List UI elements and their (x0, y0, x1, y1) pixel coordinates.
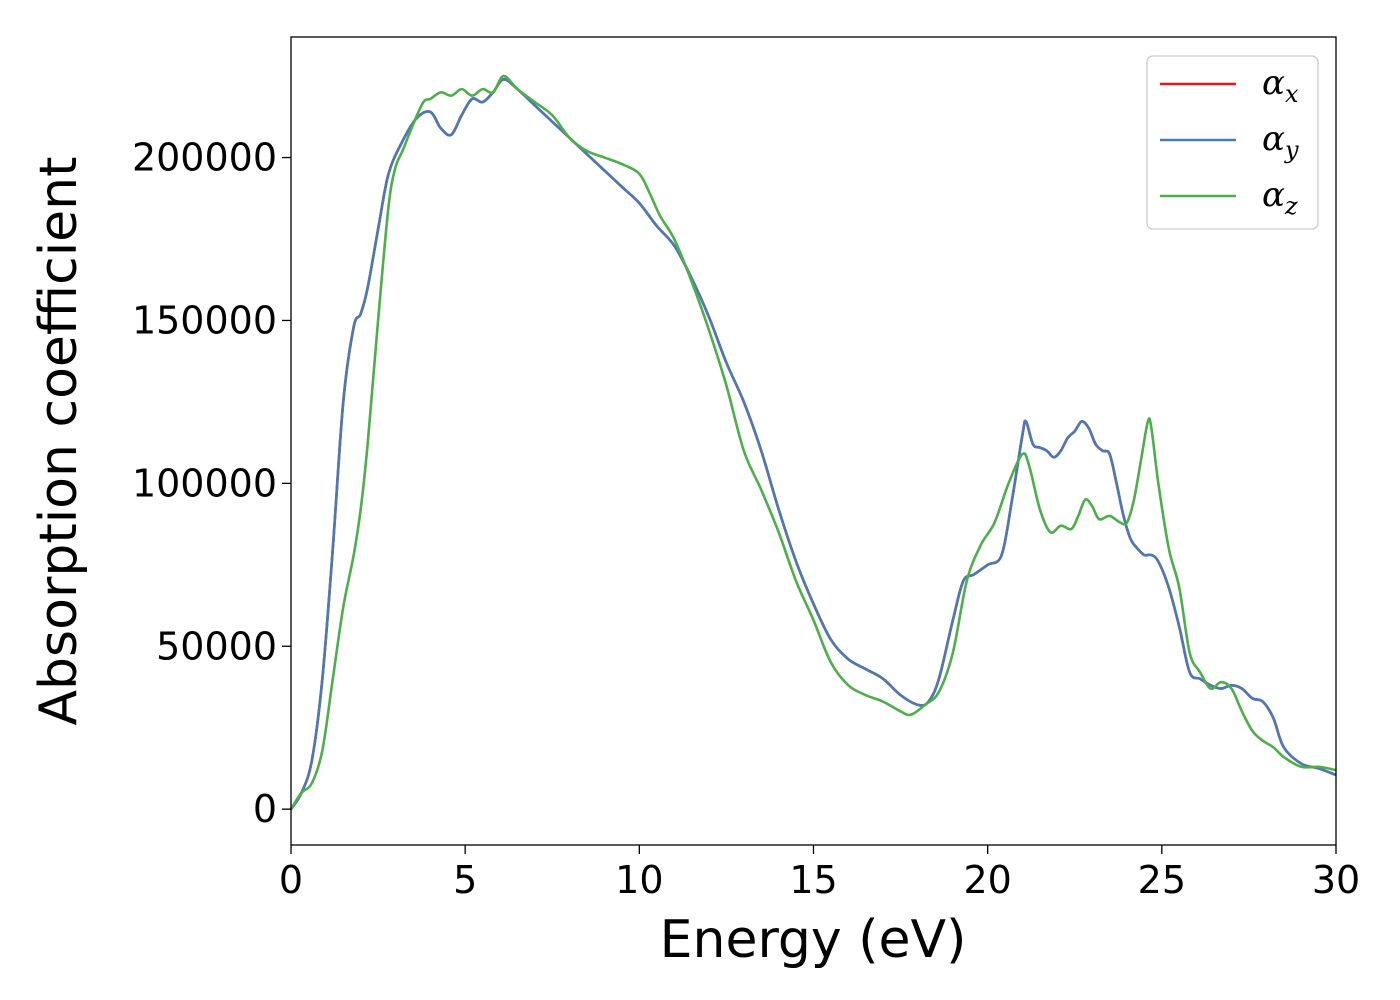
x-tick-label: 0 (279, 858, 303, 902)
x-tick-label: 15 (789, 858, 837, 902)
legend-label-z: αz (1262, 175, 1298, 220)
legend-frame (1146, 55, 1319, 230)
series-layer (289, 74, 1337, 810)
x-axis-title: Energy (eV) (660, 910, 967, 970)
y-axis-title: Absorption coefficient (29, 156, 89, 725)
x-tick-label: 25 (1138, 858, 1186, 902)
legend-label-x: αx (1262, 63, 1299, 108)
y-axis-ticks: 0 50000 100000 150000 200000 (132, 136, 291, 831)
x-axis-ticks: 0 5 10 15 20 25 30 (279, 845, 1360, 902)
series-line-z (289, 74, 1337, 810)
x-tick-label: 5 (453, 858, 477, 902)
x-tick-label: 20 (963, 858, 1011, 902)
x-tick-label: 30 (1312, 858, 1360, 902)
legend-label-y: αy (1262, 119, 1299, 164)
x-tick-label: 10 (615, 858, 663, 902)
y-tick-label: 150000 (132, 298, 277, 342)
legend-items: αx αy αz (1160, 63, 1299, 220)
series-line-y (289, 78, 1337, 810)
y-tick-label: 50000 (156, 624, 277, 668)
y-tick-label: 0 (253, 787, 277, 831)
y-tick-label: 200000 (132, 136, 277, 180)
legend: αx αy αz (1146, 55, 1319, 230)
y-tick-label: 100000 (132, 461, 277, 505)
